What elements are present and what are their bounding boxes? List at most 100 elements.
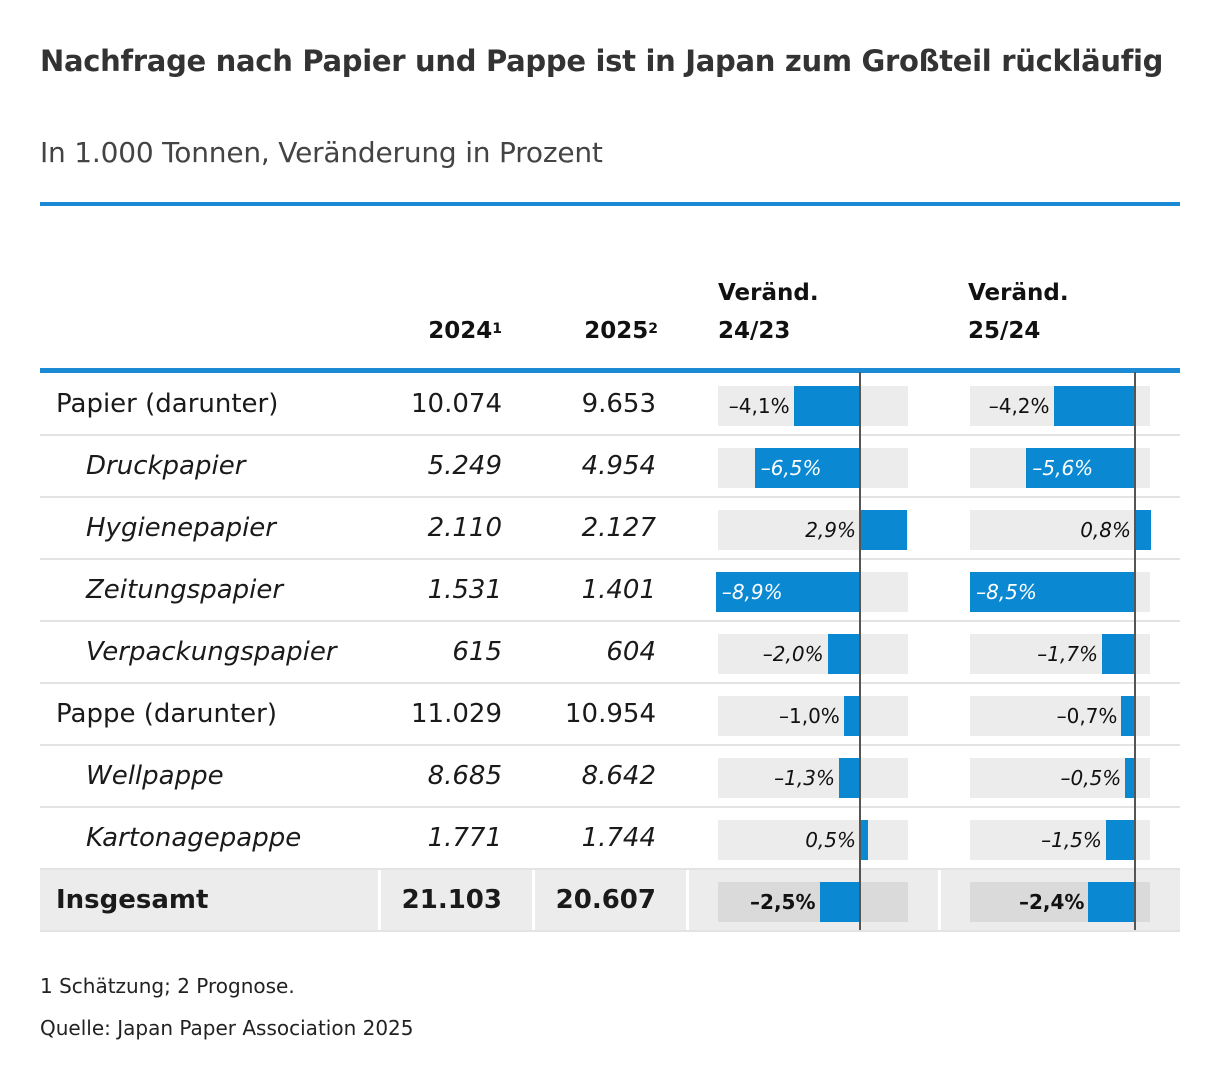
column-divider: [378, 498, 381, 560]
bar-chg-24-23: [827, 634, 860, 674]
table-row: Verpackungspapier 615 604 –2,0% –1,7%: [40, 622, 1180, 684]
value-2025: 10.954: [565, 699, 656, 729]
row-label: Hygienepapier: [86, 513, 276, 543]
header-2025: 20252: [534, 312, 658, 350]
column-divider: [532, 808, 535, 870]
column-divider: [686, 436, 689, 498]
bar-chg-25-24: [1088, 882, 1135, 922]
column-divider: [378, 808, 381, 870]
row-separator: [40, 434, 1180, 436]
header-2025-label: 2025: [584, 318, 649, 344]
column-divider: [686, 870, 689, 932]
header-chg-25-24: Veränd. 25/24: [968, 274, 1069, 350]
bar-label-chg-24-23: 0,5%: [805, 828, 856, 852]
bar-track-chg-24-23: [718, 758, 908, 798]
column-divider: [686, 374, 689, 436]
value-2024: 8.685: [427, 761, 502, 791]
bar-chg-25-24: [1135, 510, 1151, 550]
row-label: Druckpapier: [86, 451, 246, 481]
row-separator: [40, 496, 1180, 498]
bar-chg-25-24: [970, 572, 1135, 612]
table-row: Hygienepapier 2.110 2.127 2,9% 0,8%: [40, 498, 1180, 560]
row-label: Insgesamt: [56, 885, 209, 915]
value-2025: 8.642: [581, 761, 656, 791]
column-divider: [532, 870, 535, 932]
column-divider: [938, 374, 941, 436]
column-divider: [532, 622, 535, 684]
column-divider: [378, 622, 381, 684]
column-divider: [378, 746, 381, 808]
value-2025: 604: [606, 637, 656, 667]
column-divider: [938, 684, 941, 746]
row-separator: [40, 930, 1180, 932]
column-divider: [378, 374, 381, 436]
column-divider: [532, 374, 535, 436]
bar-chg-24-23: [838, 758, 860, 798]
column-divider: [938, 560, 941, 622]
row-separator: [40, 806, 1180, 808]
row-label: Wellpappe: [86, 761, 224, 791]
bar-chg-24-23: [843, 696, 860, 736]
bar-track-chg-25-24: [970, 696, 1150, 736]
bar-label-chg-24-23: –2,0%: [762, 642, 824, 666]
bar-label-chg-25-24: –0,5%: [1060, 766, 1122, 790]
header-2025-sup: 2: [648, 321, 658, 337]
bar-label-chg-25-24: –8,5%: [976, 580, 1037, 604]
bar-chg-24-23: [819, 882, 860, 922]
bar-track-chg-24-23: [718, 634, 908, 674]
row-separator: [40, 868, 1180, 870]
value-2024: 10.074: [411, 389, 502, 419]
bar-label-chg-24-23: –8,9%: [721, 580, 783, 604]
bar-chg-24-23: [860, 510, 907, 550]
source: Quelle: Japan Paper Association 2025: [40, 1016, 414, 1040]
bar-label-chg-25-24: –1,5%: [1041, 828, 1102, 852]
row-separator: [40, 744, 1180, 746]
bar-track-chg-25-24: [970, 758, 1150, 798]
value-2025: 2.127: [581, 513, 656, 543]
column-divider: [532, 436, 535, 498]
bar-track-chg-25-24: [970, 510, 1150, 550]
bar-chg-24-23: [860, 820, 869, 860]
header-chg-25-24-line1: Veränd.: [968, 280, 1069, 306]
header-chg-24-23: Veränd. 24/23: [718, 274, 819, 350]
bar-chg-24-23: [715, 572, 860, 612]
value-2024: 11.029: [411, 699, 502, 729]
column-divider: [378, 684, 381, 746]
header-2024-label: 2024: [428, 318, 493, 344]
column-divider: [686, 560, 689, 622]
bar-chg-24-23: [793, 386, 860, 426]
header-chg-24-23-line2: 24/23: [718, 318, 791, 344]
column-divider: [532, 684, 535, 746]
table-row: Zeitungspapier 1.531 1.401 –8,9% –8,5%: [40, 560, 1180, 622]
row-label: Papier (darunter): [56, 389, 279, 419]
bar-label-chg-24-23: 2,9%: [805, 518, 856, 542]
bar-chg-25-24: [1053, 386, 1135, 426]
table-row: Papier (darunter) 10.074 9.653 –4,1% –4,2%: [40, 374, 1180, 436]
value-2025: 9.653: [581, 389, 656, 419]
column-divider: [532, 498, 535, 560]
bar-chg-24-23: [754, 448, 860, 488]
table-row: Pappe (darunter) 11.029 10.954 –1,0% –0,7%: [40, 684, 1180, 746]
column-divider: [938, 498, 941, 560]
column-divider: [938, 808, 941, 870]
value-2024: 2.110: [427, 513, 502, 543]
chart-subtitle: In 1.000 Tonnen, Veränderung in Prozent: [40, 136, 603, 169]
bar-chg-25-24: [1105, 820, 1135, 860]
header-chg-24-23-line1: Veränd.: [718, 280, 819, 306]
top-rule: [40, 202, 1180, 206]
column-divider: [378, 870, 381, 932]
bar-chg-25-24: [1121, 696, 1135, 736]
column-divider: [378, 436, 381, 498]
row-label: Kartonagepappe: [86, 823, 302, 853]
footnote: 1 Schätzung; 2 Prognose.: [40, 974, 295, 998]
header-2024-sup: 1: [492, 321, 502, 337]
value-2025: 4.954: [581, 451, 656, 481]
column-divider: [532, 746, 535, 808]
column-divider: [686, 808, 689, 870]
value-2024: 1.771: [427, 823, 502, 853]
bar-label-chg-24-23: –6,5%: [760, 456, 822, 480]
column-divider: [686, 746, 689, 808]
row-label: Pappe (darunter): [56, 699, 277, 729]
zero-axis-24-23: [859, 372, 861, 930]
